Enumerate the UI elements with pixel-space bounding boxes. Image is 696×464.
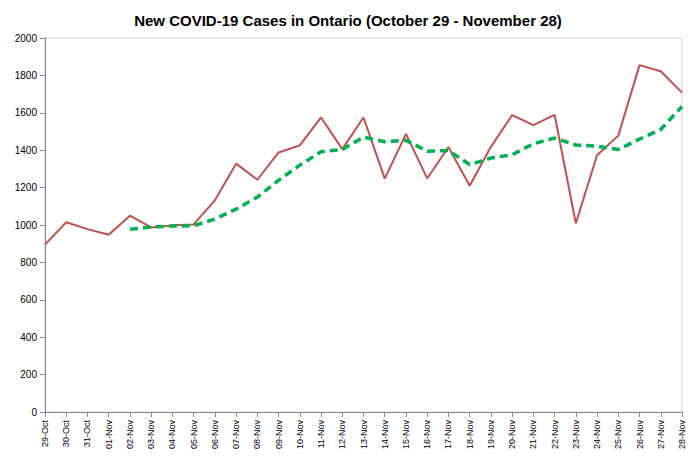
svg-text:03-Nov: 03-Nov [146,420,156,450]
svg-text:28-Nov: 28-Nov [677,420,687,450]
svg-text:25-Nov: 25-Nov [613,420,623,450]
svg-text:08-Nov: 08-Nov [252,420,262,450]
svg-text:29-Oct: 29-Oct [40,420,50,448]
svg-text:2000: 2000 [15,33,38,44]
svg-text:19-Nov: 19-Nov [486,420,496,450]
svg-text:11-Nov: 11-Nov [316,420,326,449]
svg-text:1600: 1600 [15,107,38,118]
svg-text:18-Nov: 18-Nov [465,420,475,450]
svg-text:22-Nov: 22-Nov [550,420,560,450]
svg-text:10-Nov: 10-Nov [295,420,305,450]
svg-text:15-Nov: 15-Nov [401,420,411,450]
svg-text:02-Nov: 02-Nov [125,420,135,450]
svg-text:27-Nov: 27-Nov [656,420,666,450]
svg-text:20-Nov: 20-Nov [507,420,517,450]
svg-text:24-Nov: 24-Nov [592,420,602,450]
svg-text:05-Nov: 05-Nov [189,420,199,450]
svg-text:1400: 1400 [15,145,38,156]
svg-text:12-Nov: 12-Nov [337,420,347,450]
svg-text:26-Nov: 26-Nov [635,420,645,450]
svg-text:13-Nov: 13-Nov [359,420,369,450]
svg-text:09-Nov: 09-Nov [274,420,284,450]
svg-text:1800: 1800 [15,70,38,81]
svg-text:23-Nov: 23-Nov [571,420,581,450]
svg-text:800: 800 [20,257,37,268]
svg-text:21-Nov: 21-Nov [528,420,538,450]
svg-text:14-Nov: 14-Nov [380,420,390,450]
svg-text:04-Nov: 04-Nov [167,420,177,450]
svg-text:01-Nov: 01-Nov [104,420,114,450]
svg-text:07-Nov: 07-Nov [231,420,241,450]
svg-text:0: 0 [31,407,37,418]
svg-text:1000: 1000 [15,220,38,231]
svg-text:30-Oct: 30-Oct [61,420,71,448]
svg-text:1200: 1200 [15,182,38,193]
svg-text:600: 600 [20,294,37,305]
svg-text:New COVID-19 Cases in Ontario: New COVID-19 Cases in Ontario (October 2… [134,12,562,29]
svg-text:17-Nov: 17-Nov [443,420,453,450]
svg-text:16-Nov: 16-Nov [422,420,432,450]
svg-text:400: 400 [20,332,37,343]
svg-text:200: 200 [20,369,37,380]
svg-text:06-Nov: 06-Nov [210,420,220,450]
svg-text:31-Oct: 31-Oct [82,420,92,448]
